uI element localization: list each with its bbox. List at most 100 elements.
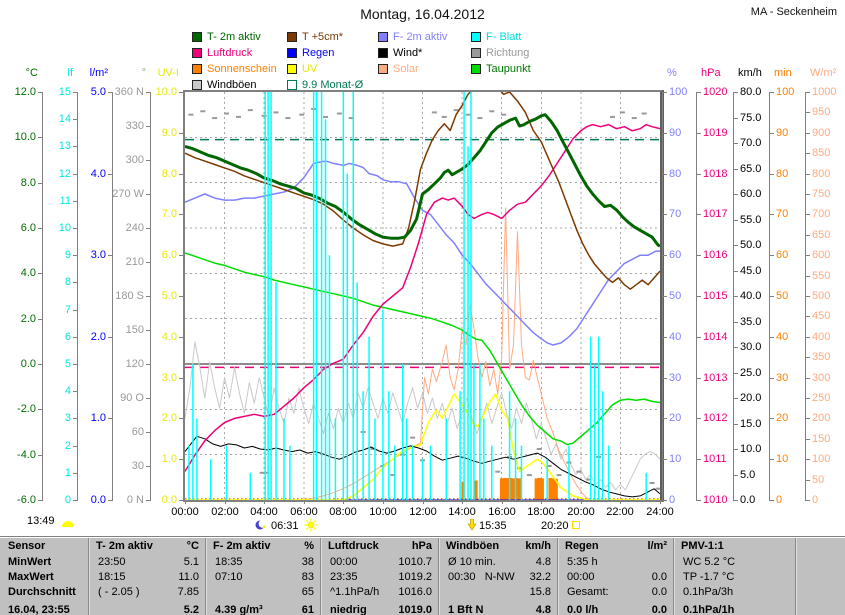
axis-tick <box>663 255 667 256</box>
table-cell-label: 00:00 <box>330 556 358 568</box>
chart-legend: T- 2m aktiv T +5cm* F- 2m aktiv F- Blatt Luf… <box>192 29 581 93</box>
legend-color-swatch <box>471 64 481 74</box>
table-cell-label: 4.39 g/m³ <box>215 604 263 615</box>
x-axis-tick <box>541 500 542 504</box>
axis-tick <box>697 296 701 297</box>
axis-tick-label: 120 <box>125 358 144 370</box>
table-cell-value: 5.1 <box>183 556 199 568</box>
axis-line <box>77 92 78 501</box>
axis-line <box>183 92 184 501</box>
table-row-name: Durchschnitt <box>8 586 76 598</box>
axis-tick <box>663 418 667 419</box>
axis-tick-label: 2.0 <box>90 331 106 343</box>
axis-line <box>150 92 151 501</box>
legend-label: Wind* <box>393 47 423 59</box>
axis-tick <box>806 459 810 460</box>
axis-tick-label: 6.0 <box>20 222 36 234</box>
table-cell-value: 1016.0 <box>398 586 432 598</box>
axis-unit-label: °C <box>25 67 38 79</box>
axis-tick-label: 100 <box>669 86 688 98</box>
axis-tick <box>806 235 810 236</box>
axis-tick <box>179 296 183 297</box>
axis-tick-label: 55.0 <box>740 214 762 226</box>
axis-tick-label: 100 <box>776 86 795 98</box>
axis-tick-label: 12 <box>58 168 71 180</box>
axis-tick-label: 40 <box>776 331 789 343</box>
axis-tick-label: 1016 <box>703 249 728 261</box>
series-sonnenschein <box>499 478 504 500</box>
axis-tick <box>179 255 183 256</box>
axis-tick-label: 650 <box>812 229 831 241</box>
axis-tick-label: 0 <box>669 494 676 506</box>
axis-tick-label: 30 <box>669 372 682 384</box>
axis-tick-label: 6 <box>64 331 71 343</box>
sunrise-time: 06:31 <box>271 520 299 532</box>
axis-tick-label: -6.0 <box>17 494 36 506</box>
axis-unit-label: hPa <box>701 67 721 79</box>
legend-item: Taupunkt <box>471 61 581 77</box>
axis-tick <box>73 228 77 229</box>
legend-label: Luftdruck <box>207 47 253 59</box>
legend-item: Regen <box>287 45 378 61</box>
axis-tick <box>146 92 150 93</box>
axis-tick-label: -4.0 <box>17 449 36 461</box>
axis-line <box>662 92 663 501</box>
table-cell-value: 38 <box>301 556 314 568</box>
axis-tick-label: 35.0 <box>740 316 762 328</box>
legend-color-swatch <box>471 32 481 42</box>
axis-tick-label: 900 <box>812 127 831 139</box>
series-t-2m-aktiv <box>185 113 660 248</box>
table-cell-value: 1010.7 <box>398 556 432 568</box>
table-cell-value: 65 <box>301 586 314 598</box>
series-taupunkt <box>185 252 660 446</box>
axis-tick <box>734 271 738 272</box>
axis-tick <box>73 119 77 120</box>
table-row-name: MinWert <box>8 556 52 568</box>
table-cell-label: niedrig <box>330 604 367 615</box>
axis-tick <box>146 194 150 195</box>
axis-tick <box>146 432 150 433</box>
axis-tick <box>806 378 810 379</box>
table-header-label: F- 2m aktiv <box>213 540 271 552</box>
axis-tick-label: 700 <box>812 208 831 220</box>
axis-tick <box>806 92 810 93</box>
x-axis-label: 00:00 <box>171 506 199 518</box>
axis-tick <box>146 126 150 127</box>
axis-tick <box>806 112 810 113</box>
sunrise-sun-icon <box>304 518 318 532</box>
axis-tick-label: -2.0 <box>17 403 36 415</box>
axis-tick-label: 80 <box>669 168 682 180</box>
axis-tick-label: 5 <box>64 358 71 370</box>
sunset-sun-icon <box>572 521 580 529</box>
axis-tick <box>179 92 183 93</box>
axis-tick-label: 70 <box>776 208 789 220</box>
axis-tick <box>806 276 810 277</box>
axis-tick-label: 50 <box>776 290 789 302</box>
legend-item: UV <box>287 61 378 77</box>
axis-tick <box>38 455 42 456</box>
axis-tick <box>734 347 738 348</box>
axis-tick <box>38 364 42 365</box>
axis-tick <box>663 92 667 93</box>
axis-tick-label: 2.0 <box>20 313 36 325</box>
axis-unit-label: % <box>667 67 677 79</box>
axis-tick-label: 25.0 <box>740 367 762 379</box>
legend-color-swatch <box>378 64 388 74</box>
axis-tick <box>108 255 112 256</box>
axis-tick <box>806 357 810 358</box>
x-axis-tick <box>264 500 265 504</box>
chart-plot <box>185 92 660 500</box>
axis-tick-label: 75.0 <box>740 112 762 124</box>
table-cell-label: 1 Bft N <box>448 604 484 615</box>
table-column-separator <box>320 538 321 615</box>
axis-tick-label: 4.0 <box>90 168 106 180</box>
legend-label: F- 2m aktiv <box>393 31 448 43</box>
axis-tick <box>663 500 667 501</box>
axis-tick <box>770 500 774 501</box>
axis-tick-label: 60.0 <box>740 188 762 200</box>
axis-tick <box>806 296 810 297</box>
table-cell-value: 1019.2 <box>398 571 432 583</box>
legend-color-swatch <box>471 48 481 58</box>
legend-item: T- 2m aktiv <box>192 29 287 45</box>
axis-tick <box>38 500 42 501</box>
